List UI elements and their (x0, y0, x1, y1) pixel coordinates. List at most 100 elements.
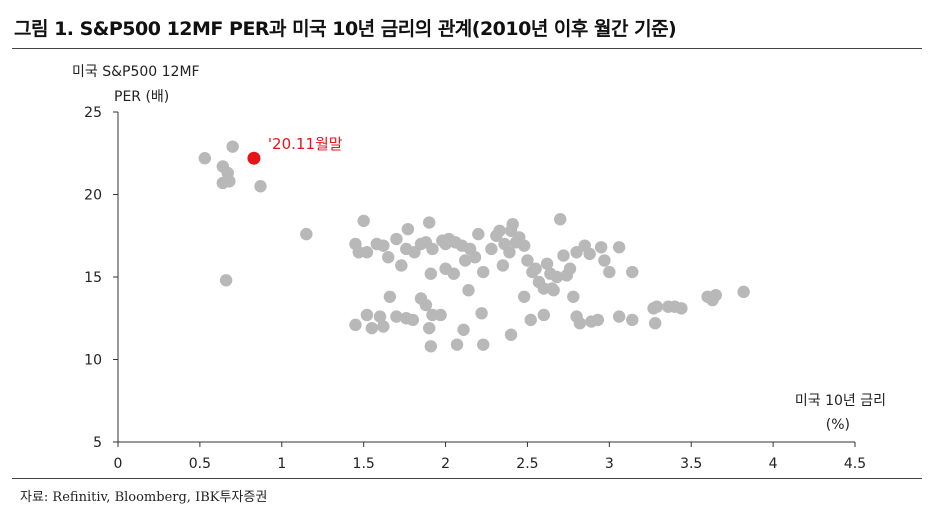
data-point (598, 254, 611, 267)
data-point (626, 265, 639, 279)
x-tick-label: 3.5 (680, 456, 702, 472)
source-rule (12, 478, 922, 479)
data-point (594, 241, 608, 254)
data-point (529, 262, 542, 275)
data-point (524, 313, 537, 327)
data-point (650, 300, 664, 313)
data-point (401, 222, 415, 236)
data-point (382, 251, 395, 264)
data-point (477, 265, 490, 279)
x-tick-label: 3 (605, 456, 614, 472)
x-axis-label-line1: 미국 10년 금리 (795, 393, 886, 409)
source-note: 자료: Refinitiv, Bloomberg, IBK투자증권 (20, 490, 268, 505)
highlight-label: '20.11월말 (268, 135, 343, 153)
data-point (424, 340, 438, 353)
data-point (450, 338, 464, 351)
data-point (219, 274, 233, 287)
data-points (198, 140, 750, 353)
data-point (422, 321, 436, 335)
data-point (300, 227, 313, 241)
chart-title: 그림 1. S&P500 12MF PER과 미국 10년 금리의 관계(201… (14, 18, 677, 40)
data-point (550, 270, 564, 284)
data-point (477, 338, 490, 351)
y-tick-label: 20 (84, 188, 102, 204)
y-tick-label: 10 (84, 353, 102, 369)
data-point (612, 241, 626, 254)
data-point (475, 307, 488, 320)
data-point (567, 290, 580, 303)
y-tick-label: 25 (84, 105, 102, 121)
data-point (422, 216, 436, 229)
data-point (459, 254, 472, 267)
data-point (554, 213, 567, 226)
data-point (583, 247, 596, 261)
data-point (383, 290, 397, 303)
data-point (496, 259, 510, 272)
x-tick-label: 1 (277, 456, 286, 472)
data-point (468, 251, 482, 264)
axes: 5 10 15 20 25 0 0.5 1 1.5 2 2.5 3 3.5 4 4.5 (84, 105, 866, 472)
data-point (424, 267, 438, 280)
data-point (563, 262, 577, 275)
data-point (457, 323, 470, 336)
y-tick-label: 15 (84, 270, 102, 286)
data-point (419, 298, 433, 312)
data-point (557, 249, 570, 262)
data-point (365, 321, 379, 335)
data-point (357, 214, 370, 228)
x-tick-label: 4.5 (844, 456, 866, 472)
data-point (447, 267, 460, 280)
highlight-group: '20.11월말 (247, 135, 343, 165)
data-point (504, 328, 518, 341)
data-point (434, 308, 447, 322)
x-tick-label: 0.5 (189, 456, 211, 472)
data-point (591, 313, 605, 327)
data-point (493, 224, 506, 237)
data-point (485, 242, 498, 256)
data-point (373, 310, 387, 323)
data-point (390, 232, 403, 246)
data-point (406, 313, 419, 327)
title-rule (12, 48, 922, 49)
data-point (360, 246, 374, 259)
data-point (737, 285, 750, 299)
data-point (521, 254, 534, 267)
data-point (426, 242, 439, 256)
data-point (226, 140, 239, 153)
data-point (198, 152, 212, 165)
data-point (377, 320, 390, 333)
x-tick-label: 4 (769, 456, 778, 472)
data-point (506, 218, 519, 231)
data-point (612, 310, 626, 323)
data-point (395, 259, 408, 272)
data-point (545, 282, 559, 295)
data-point (626, 313, 639, 327)
highlight-point (247, 151, 261, 165)
y-tick-label: 5 (93, 435, 102, 451)
data-point (472, 227, 485, 241)
data-point (537, 308, 551, 322)
data-point (540, 257, 554, 270)
data-point (349, 318, 362, 332)
data-point (503, 246, 516, 259)
y-axis-label-line1: 미국 S&P500 12MF (72, 64, 200, 80)
x-axis-label-line2: (%) (826, 417, 850, 433)
data-point (603, 265, 616, 279)
data-point (360, 308, 374, 322)
x-tick-label: 2.5 (516, 456, 538, 472)
x-tick-label: 1.5 (353, 456, 375, 472)
data-point (254, 180, 267, 193)
data-point (390, 310, 403, 323)
data-point (517, 290, 531, 303)
y-axis-label-line2: PER (배) (114, 89, 169, 105)
x-tick-label: 2 (441, 456, 450, 472)
data-point (223, 175, 236, 188)
data-point (377, 239, 390, 252)
data-point (573, 317, 587, 330)
data-point (648, 317, 662, 330)
data-point (517, 239, 531, 252)
x-tick-label: 0 (114, 456, 123, 472)
data-point (462, 284, 475, 297)
data-point (709, 288, 722, 302)
